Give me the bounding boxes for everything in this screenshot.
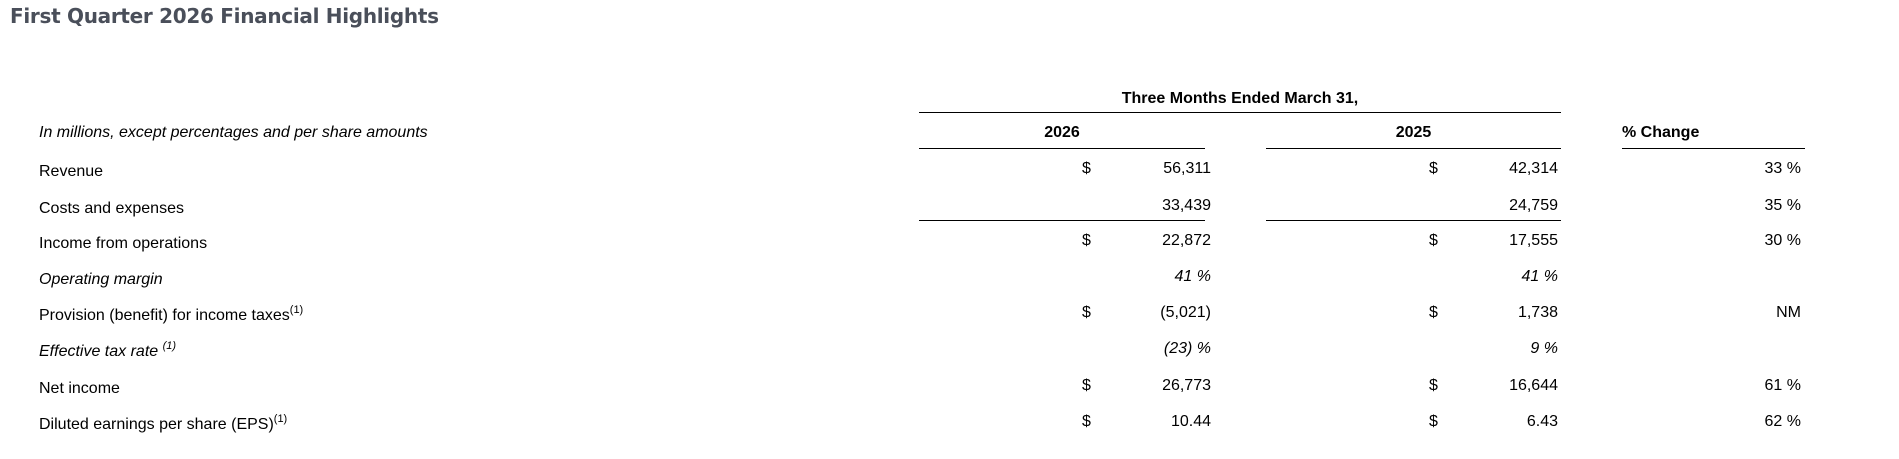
currency-2026: $ <box>1082 413 1091 430</box>
value-2025: 9 % <box>1530 340 1558 357</box>
value-2026: 41 % <box>1174 268 1211 285</box>
percent-change: NM <box>1776 304 1801 321</box>
page-title: First Quarter 2026 Financial Highlights <box>10 4 439 28</box>
row-label: Net income <box>39 380 120 397</box>
value-2025: 24,759 <box>1509 197 1558 214</box>
value-2026: (23) % <box>1163 340 1211 357</box>
value-2026: 22,872 <box>1162 232 1211 249</box>
column-rule-2026 <box>919 148 1205 149</box>
currency-2026: $ <box>1082 377 1091 394</box>
value-2025: 17,555 <box>1509 232 1558 249</box>
percent-change: 30 % <box>1764 232 1801 249</box>
value-2025: 42,314 <box>1509 160 1558 177</box>
row-label: Costs and expenses <box>39 200 184 217</box>
value-2026: 10.44 <box>1170 413 1211 430</box>
value-2026: 26,773 <box>1162 377 1211 394</box>
table-row: Net income $26,773 $16,644 61 % <box>0 377 1899 399</box>
value-2026: 56,311 <box>1163 160 1211 177</box>
subtotal-rule-2026 <box>919 220 1205 221</box>
value-2025: 1,738 <box>1517 304 1558 321</box>
percent-change: 61 % <box>1764 377 1801 394</box>
value-2026: 33,439 <box>1162 197 1211 214</box>
value-2025: 16,644 <box>1509 377 1558 394</box>
header-rule <box>919 112 1561 113</box>
currency-2026: $ <box>1082 160 1091 177</box>
row-label: Provision (benefit) for income taxes(1) <box>39 304 304 324</box>
column-header-2025: 2025 <box>1395 124 1432 141</box>
value-2026: (5,021) <box>1160 304 1211 321</box>
column-rule-2025 <box>1266 148 1561 149</box>
subtotal-rule-2025 <box>1266 220 1561 221</box>
row-label: Revenue <box>39 163 104 180</box>
footnote-marker: (1) <box>273 413 288 425</box>
percent-change: 33 % <box>1764 160 1801 177</box>
table-row: Revenue $56,311 $42,314 33 % <box>0 160 1899 182</box>
footnote-marker: (1) <box>289 304 304 316</box>
currency-2025: $ <box>1429 160 1438 177</box>
currency-2025: $ <box>1429 377 1438 394</box>
table-row: Costs and expenses 33,439 24,759 35 % <box>0 197 1899 219</box>
table-row: Effective tax rate (1) (23) % 9 % <box>0 340 1899 362</box>
row-label: Effective tax rate (1) <box>39 340 177 360</box>
value-2025: 6.43 <box>1526 413 1558 430</box>
currency-2026: $ <box>1082 232 1091 249</box>
currency-2025: $ <box>1429 304 1438 321</box>
column-header-2026: 2026 <box>1044 124 1080 141</box>
table-row: Diluted earnings per share (EPS)(1) $10.4… <box>0 413 1899 435</box>
column-rule-change <box>1622 148 1805 149</box>
table-row: Income from operations $22,872 $17,555 30 % <box>0 232 1899 254</box>
row-label: Income from operations <box>39 235 208 252</box>
table-row: Provision (benefit) for income taxes(1) $… <box>0 304 1899 326</box>
value-2025: 41 % <box>1521 268 1558 285</box>
footnote-marker: (1) <box>162 340 177 352</box>
currency-2025: $ <box>1429 232 1438 249</box>
row-label: Operating margin <box>39 271 163 288</box>
column-header-change: % Change <box>1622 124 1700 141</box>
row-label: Diluted earnings per share (EPS)(1) <box>39 413 288 433</box>
units-note: In millions, except percentages and per … <box>39 124 428 141</box>
period-header: Three Months Ended March 31, <box>1121 90 1359 107</box>
table-row: Operating margin 41 % 41 % <box>0 268 1899 290</box>
currency-2025: $ <box>1429 413 1438 430</box>
percent-change: 62 % <box>1764 413 1801 430</box>
currency-2026: $ <box>1082 304 1091 321</box>
percent-change: 35 % <box>1764 197 1801 214</box>
